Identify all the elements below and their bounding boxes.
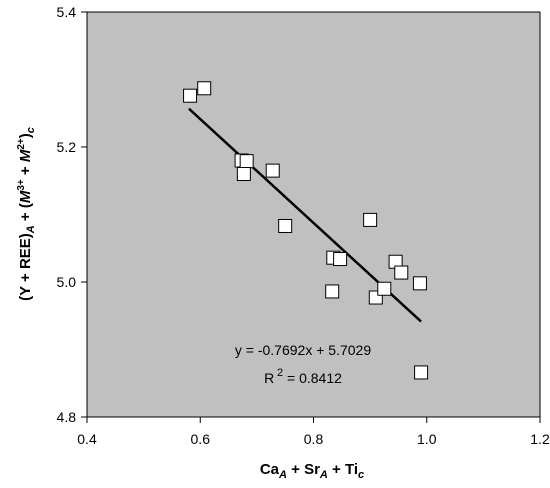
data-point xyxy=(412,276,427,291)
data-point xyxy=(197,81,212,96)
y-axis-title: (Y + REE)A + (M3+ + M2+)c xyxy=(16,127,37,301)
x-tick-label: 1.2 xyxy=(530,431,550,447)
x-tick-label: 0.4 xyxy=(77,431,97,447)
data-point xyxy=(363,212,378,227)
x-tick-label: 0.8 xyxy=(304,431,324,447)
trendline-equation: y = -0.7692x + 5.7029 xyxy=(235,342,371,358)
data-point xyxy=(278,218,293,233)
x-axis-ticks: 0.4 0.6 0.8 1.0 1.2 xyxy=(77,417,550,447)
data-point xyxy=(333,252,348,267)
data-point xyxy=(377,281,392,296)
data-point xyxy=(236,167,251,181)
x-axis-title: CaA + SrA + Tic xyxy=(260,461,364,481)
data-point xyxy=(394,265,409,280)
y-tick-label: 5.2 xyxy=(57,139,77,155)
x-tick-label: 0.6 xyxy=(191,431,211,447)
data-point xyxy=(414,365,429,380)
data-point xyxy=(183,88,198,103)
data-point xyxy=(325,284,340,299)
data-point xyxy=(265,163,280,178)
y-tick-label: 5.0 xyxy=(57,274,77,290)
y-axis-ticks: 4.8 5.0 5.2 5.4 xyxy=(57,4,87,425)
plot-area xyxy=(86,11,541,418)
y-tick-label: 4.8 xyxy=(57,409,77,425)
data-point xyxy=(239,154,254,169)
data-points xyxy=(183,81,429,380)
x-tick-label: 1.0 xyxy=(417,431,437,447)
y-tick-label: 5.4 xyxy=(57,4,77,20)
r-squared: R 2 = 0.8412 xyxy=(264,367,342,386)
